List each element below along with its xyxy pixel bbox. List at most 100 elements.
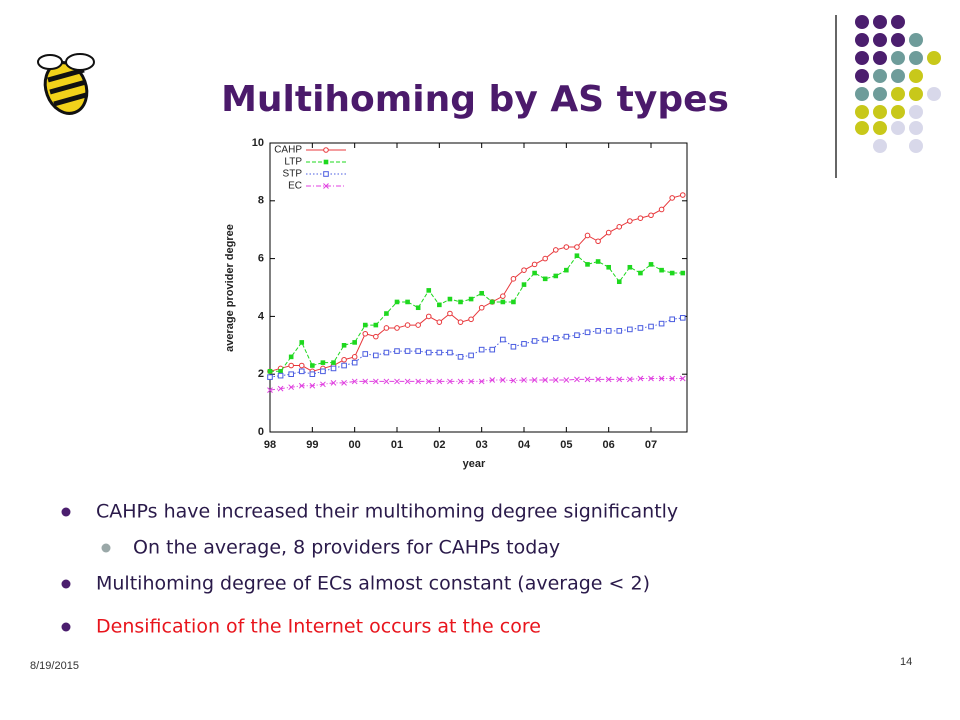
point [574, 244, 580, 250]
point [415, 348, 421, 354]
point [595, 238, 601, 245]
point [521, 341, 527, 347]
point [658, 320, 665, 327]
point [552, 247, 559, 253]
x-tick-label: 03 [476, 439, 488, 451]
point [351, 378, 358, 385]
point [341, 343, 347, 348]
point [468, 378, 474, 385]
legend-label: LTP [284, 157, 302, 168]
point [373, 352, 379, 359]
point [478, 346, 485, 353]
point [373, 322, 379, 328]
point [277, 385, 284, 392]
point [278, 369, 283, 374]
bullet-dot [61, 579, 71, 589]
point [457, 354, 464, 360]
point [553, 273, 559, 279]
y-tick-label: 10 [252, 137, 264, 149]
point [277, 372, 284, 379]
decor-dots [835, 15, 941, 178]
point [288, 362, 294, 369]
bullet-text: On the average, 8 providers for CAHPs to… [133, 537, 560, 559]
point [405, 299, 410, 305]
point [637, 215, 644, 221]
bullet-dot [61, 507, 71, 517]
point [288, 371, 294, 377]
point [362, 351, 369, 357]
bullet-text: CAHPs have increased their multihoming d… [96, 501, 678, 523]
point [658, 206, 665, 213]
point [638, 270, 643, 276]
point [298, 382, 305, 389]
point [605, 229, 612, 236]
point [320, 360, 326, 365]
point [309, 382, 316, 389]
x-tick-label: 99 [306, 439, 318, 451]
x-tick-label: 00 [349, 439, 361, 451]
x-axis-label: year [463, 458, 486, 470]
point [468, 296, 474, 302]
series-line [269, 378, 683, 391]
point [415, 378, 422, 385]
page-number: 14 [900, 656, 912, 668]
point [627, 326, 633, 333]
point [584, 232, 591, 239]
y-tick-label: 0 [258, 426, 264, 438]
point [531, 377, 538, 383]
point [669, 375, 676, 382]
x-tick-label: 02 [433, 439, 445, 451]
point [616, 279, 622, 285]
point [627, 264, 633, 270]
point [489, 299, 495, 305]
point [563, 333, 570, 340]
point [585, 262, 590, 267]
point [648, 212, 654, 219]
point [425, 378, 432, 385]
point [669, 270, 675, 276]
point [394, 299, 400, 305]
y-tick-label: 8 [258, 195, 264, 207]
legend-marker [323, 147, 329, 153]
point [658, 375, 665, 382]
point [595, 376, 601, 383]
point [362, 322, 368, 328]
point [447, 378, 453, 385]
point [552, 377, 559, 383]
point [320, 381, 326, 388]
point [606, 264, 611, 270]
point [457, 319, 464, 325]
legend-label: STP [283, 169, 303, 180]
point [362, 378, 369, 385]
point [680, 270, 686, 276]
point [341, 356, 347, 363]
point [351, 359, 358, 366]
point [299, 340, 305, 345]
point [351, 354, 358, 360]
point [542, 336, 548, 343]
point [499, 377, 506, 383]
point [637, 325, 644, 331]
x-tick-label: 04 [518, 439, 531, 451]
point [404, 378, 411, 385]
point [394, 348, 400, 354]
point [436, 349, 443, 356]
y-tick-label: 4 [258, 310, 265, 322]
point [447, 296, 453, 302]
point [458, 299, 463, 305]
point [627, 218, 633, 224]
point [521, 282, 527, 287]
point [372, 378, 379, 385]
point [489, 377, 496, 383]
point [500, 293, 506, 299]
point [489, 346, 496, 353]
point [394, 325, 400, 331]
point [531, 338, 538, 344]
point [616, 328, 623, 334]
point [510, 377, 517, 384]
bullets: CAHPs have increased their multihoming d… [61, 501, 678, 638]
point [267, 369, 273, 374]
x-tick-label: 01 [391, 439, 403, 451]
point [298, 362, 305, 369]
point [637, 375, 644, 382]
